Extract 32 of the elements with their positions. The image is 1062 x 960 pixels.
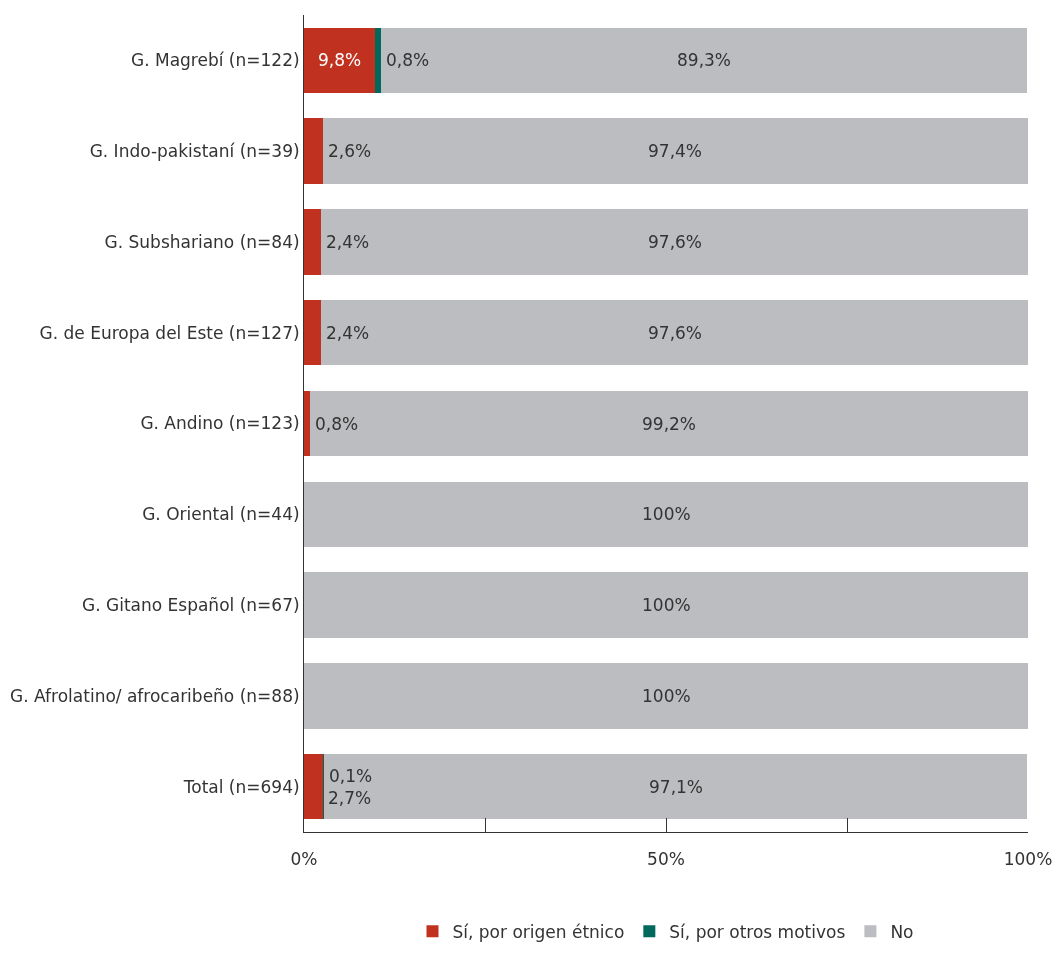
data-label: 0,8% xyxy=(386,50,430,70)
data-label: 99,2% xyxy=(642,414,697,434)
data-label: 0,8% xyxy=(315,414,359,434)
y-tick-label: G. de Europa del Este (n=127) xyxy=(39,322,300,343)
data-label: 0,1% xyxy=(329,766,373,786)
data-label: 89,3% xyxy=(677,50,732,70)
x-tick-label: 100% xyxy=(1003,849,1053,870)
y-tick-label: G. Subshariano (n=84) xyxy=(104,231,300,252)
y-tick-label: Total (n=694) xyxy=(182,776,300,797)
x-tick-label: 50% xyxy=(647,849,685,870)
legend-label: No xyxy=(890,921,914,942)
data-label: 97,1% xyxy=(649,777,704,797)
data-label: 97,4% xyxy=(648,141,703,161)
legend-label: Sí, por otros motivos xyxy=(669,921,846,942)
y-tick-label: G. Oriental (n=44) xyxy=(142,504,300,525)
data-label: 2,7% xyxy=(328,788,372,808)
y-tick-label: G. Indo-pakistaní (n=39) xyxy=(89,141,300,162)
data-label: 97,6% xyxy=(648,232,703,252)
data-label: 2,4% xyxy=(326,232,370,252)
data-label: 100% xyxy=(642,504,691,524)
data-label: 100% xyxy=(642,595,691,615)
data-label: 2,4% xyxy=(326,323,370,343)
data-label: 2,6% xyxy=(328,141,372,161)
data-label: 100% xyxy=(642,686,691,706)
y-tick-label: G. Magrebí (n=122) xyxy=(131,50,300,71)
y-tick-label: G. Andino (n=123) xyxy=(140,413,300,434)
y-tick-label: G. Afrolatino/ afrocaribeño (n=88) xyxy=(10,685,300,706)
data-label: 9,8% xyxy=(318,50,362,70)
legend-label: Sí, por origen étnico xyxy=(452,921,625,942)
y-tick-label: G. Gitano Español (n=67) xyxy=(82,595,300,616)
x-tick-label: 0% xyxy=(290,849,318,870)
data-label: 97,6% xyxy=(648,323,703,343)
